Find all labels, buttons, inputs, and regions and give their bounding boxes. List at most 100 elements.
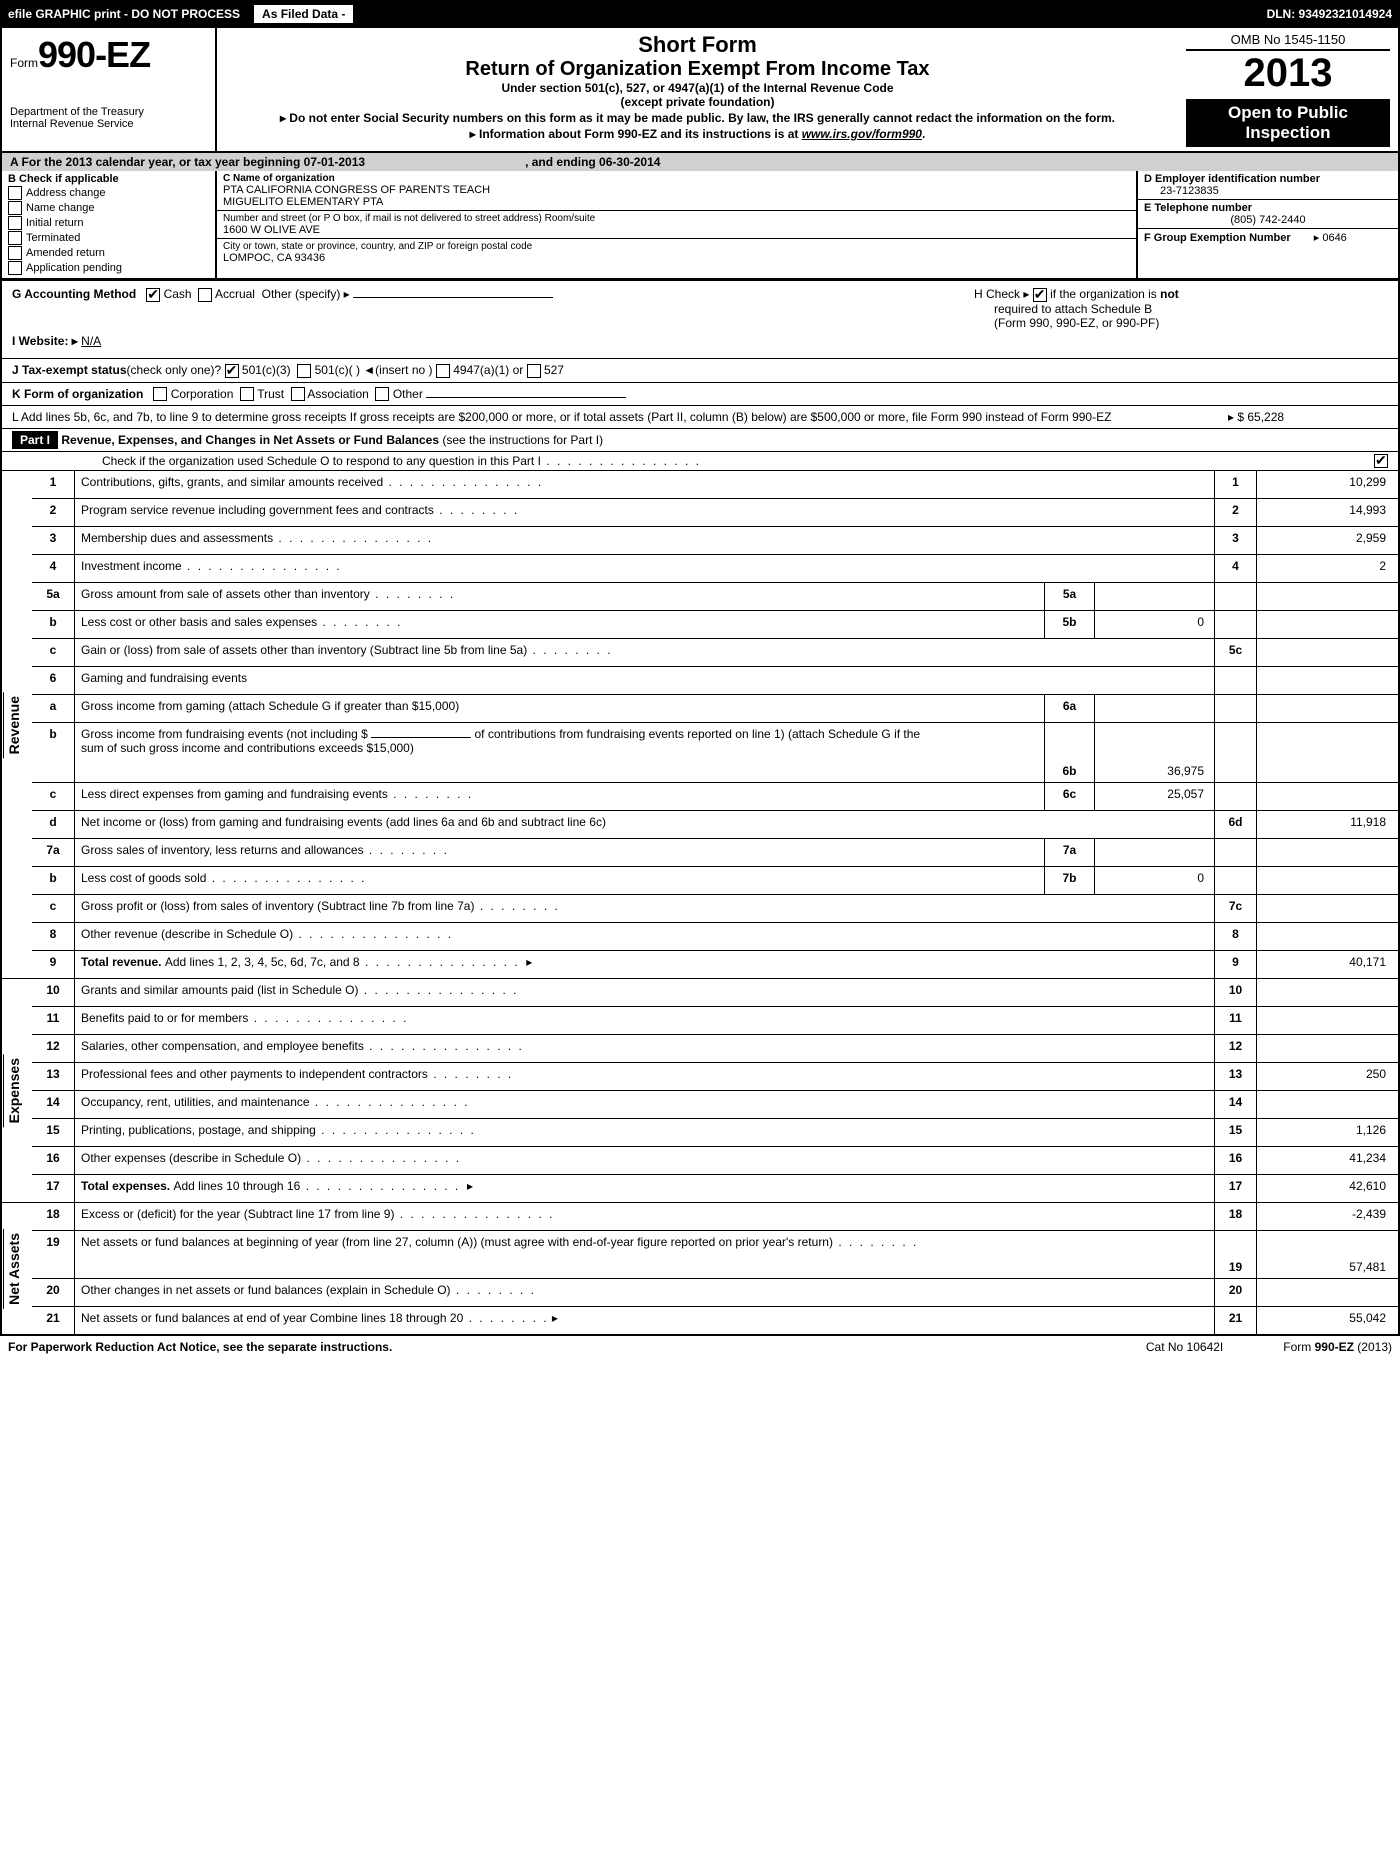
footer-cat: Cat No 10642I: [1146, 1340, 1223, 1354]
checkbox-icon[interactable]: [8, 246, 22, 260]
j-501c: 501(c)( ): [315, 363, 360, 377]
checkbox-icon[interactable]: [291, 387, 305, 401]
line-17: 17Total expenses. Add lines 10 through 1…: [32, 1174, 1398, 1202]
street-value: 1600 W OLIVE AVE: [223, 224, 1130, 236]
chk-amended: Amended return: [8, 246, 209, 260]
part1-title: Revenue, Expenses, and Changes in Net As…: [61, 433, 439, 447]
line-12: 12Salaries, other compensation, and empl…: [32, 1034, 1398, 1062]
i-label: I Website: ▸: [12, 334, 78, 348]
chk-pending: Application pending: [8, 261, 209, 275]
ein-value: 23-7123835: [1144, 185, 1392, 197]
line-g: G Accounting Method Cash Accrual Other (…: [12, 287, 968, 330]
chk-label: Name change: [26, 202, 95, 214]
k-corp: Corporation: [171, 387, 234, 401]
line-9: 9Total revenue. Add lines 1, 2, 3, 4, 5c…: [32, 950, 1398, 978]
h-pre: H Check ▸: [974, 287, 1029, 301]
dept-irs: Internal Revenue Service: [10, 118, 207, 130]
section-ghijkl: G Accounting Method Cash Accrual Other (…: [0, 280, 1400, 358]
checkbox-icon[interactable]: [527, 364, 541, 378]
part1-table: Revenue 1Contributions, gifts, grants, a…: [0, 470, 1400, 1336]
checkbox-icon[interactable]: [1033, 288, 1047, 302]
part1-badge: Part I: [12, 431, 58, 449]
checkbox-icon[interactable]: [198, 288, 212, 302]
j-527: 527: [544, 363, 564, 377]
org-name-cell: C Name of organization PTA CALIFORNIA CO…: [217, 171, 1136, 211]
part1-check-row: Check if the organization used Schedule …: [0, 451, 1400, 470]
checkbox-icon[interactable]: [240, 387, 254, 401]
part1-header-row: Part I Revenue, Expenses, and Changes in…: [0, 428, 1400, 451]
netassets-label: Net Assets: [3, 1229, 31, 1309]
chk-label: Initial return: [26, 217, 83, 229]
checkbox-icon[interactable]: [8, 261, 22, 275]
col-d: D Employer identification number 23-7123…: [1138, 171, 1398, 278]
l-amount: ▸ $ 65,228: [1228, 410, 1388, 424]
line-3: 3Membership dues and assessments32,959: [32, 526, 1398, 554]
checkbox-icon[interactable]: [153, 387, 167, 401]
efile-label: efile GRAPHIC print - DO NOT PROCESS: [0, 7, 248, 21]
line-i: I Website: ▸ N/A: [12, 334, 1388, 348]
revenue-rows: 1Contributions, gifts, grants, and simil…: [32, 470, 1398, 978]
irs-link[interactable]: www.irs.gov/form990: [802, 127, 922, 141]
line-19: 19Net assets or fund balances at beginni…: [32, 1230, 1398, 1278]
title-short-form: Short Form: [237, 32, 1158, 58]
revenue-vlabel-cell: Revenue: [2, 470, 32, 978]
k-assoc: Association: [307, 387, 368, 401]
info-pre: ▸ Information about Form 990-EZ and its …: [470, 127, 802, 141]
checkbox-icon[interactable]: [8, 216, 22, 230]
line-a-row: A For the 2013 calendar year, or tax yea…: [0, 153, 1400, 171]
line-4: 4Investment income42: [32, 554, 1398, 582]
line-14: 14Occupancy, rent, utilities, and mainte…: [32, 1090, 1398, 1118]
top-bar: efile GRAPHIC print - DO NOT PROCESS As …: [0, 0, 1400, 28]
line-k: K Form of organization Corporation Trust…: [0, 382, 1400, 406]
checkbox-icon[interactable]: [1374, 454, 1388, 468]
j-label: J Tax-exempt status: [12, 363, 127, 377]
dept-treasury: Department of the Treasury: [10, 106, 207, 118]
form-number: 990-EZ: [38, 34, 150, 75]
line-j: J Tax-exempt status(check only one)? 501…: [0, 358, 1400, 382]
form-page: efile GRAPHIC print - DO NOT PROCESS As …: [0, 0, 1400, 1358]
checkbox-icon[interactable]: [146, 288, 160, 302]
netassets-rows: 18Excess or (deficit) for the year (Subt…: [32, 1202, 1398, 1334]
grp-cell: F Group Exemption Number ▸ 0646: [1138, 229, 1398, 246]
line-6c: cLess direct expenses from gaming and fu…: [32, 782, 1398, 810]
checkbox-icon[interactable]: [8, 231, 22, 245]
line-1: 1Contributions, gifts, grants, and simil…: [32, 470, 1398, 498]
checkbox-icon[interactable]: [8, 186, 22, 200]
checkbox-icon[interactable]: [297, 364, 311, 378]
checkbox-icon[interactable]: [436, 364, 450, 378]
omb-number: OMB No 1545-1150: [1186, 32, 1390, 51]
revenue-label: Revenue: [3, 692, 31, 758]
line-7a: 7aGross sales of inventory, less returns…: [32, 838, 1398, 866]
line-6b: bGross income from fundraising events (n…: [32, 722, 1398, 782]
i-value: N/A: [81, 334, 101, 348]
chk-initial: Initial return: [8, 216, 209, 230]
k-label: K Form of organization: [12, 387, 143, 401]
tel-label: E Telephone number: [1144, 202, 1392, 214]
expenses-label: Expenses: [3, 1054, 31, 1127]
page-footer: For Paperwork Reduction Act Notice, see …: [0, 1336, 1400, 1358]
subtitle-section: Under section 501(c), 527, or 4947(a)(1)…: [237, 81, 1158, 95]
city-cell: City or town, state or province, country…: [217, 239, 1136, 266]
as-filed-badge: As Filed Data -: [254, 5, 353, 23]
h-not: not: [1160, 287, 1179, 301]
h-line2: required to attach Schedule B: [974, 302, 1382, 316]
footer-right: Form 990-EZ (2013): [1283, 1340, 1392, 1354]
part1-sub: (see the instructions for Part I): [442, 433, 603, 447]
checkbox-icon[interactable]: [225, 364, 239, 378]
line-a-end: , and ending 06-30-2014: [525, 155, 660, 169]
expenses-vlabel-cell: Expenses: [2, 978, 32, 1202]
part1-check-text: Check if the organization used Schedule …: [102, 454, 701, 468]
j-insert: ◄(insert no ): [363, 363, 432, 377]
checkbox-icon[interactable]: [375, 387, 389, 401]
city-value: LOMPOC, CA 93436: [223, 252, 1130, 264]
j-label2: (check only one)?: [127, 363, 222, 377]
line-6: 6Gaming and fundraising events: [32, 666, 1398, 694]
form-header: Form990-EZ Department of the Treasury In…: [0, 28, 1400, 153]
org-name-2: MIGUELITO ELEMENTARY PTA: [223, 196, 1130, 208]
checkbox-icon[interactable]: [8, 201, 22, 215]
ein-label: D Employer identification number: [1144, 173, 1392, 185]
line-20: 20Other changes in net assets or fund ba…: [32, 1278, 1398, 1306]
col-c: C Name of organization PTA CALIFORNIA CO…: [217, 171, 1138, 278]
line-7c: cGross profit or (loss) from sales of in…: [32, 894, 1398, 922]
info-link-line: ▸ Information about Form 990-EZ and its …: [237, 127, 1158, 141]
